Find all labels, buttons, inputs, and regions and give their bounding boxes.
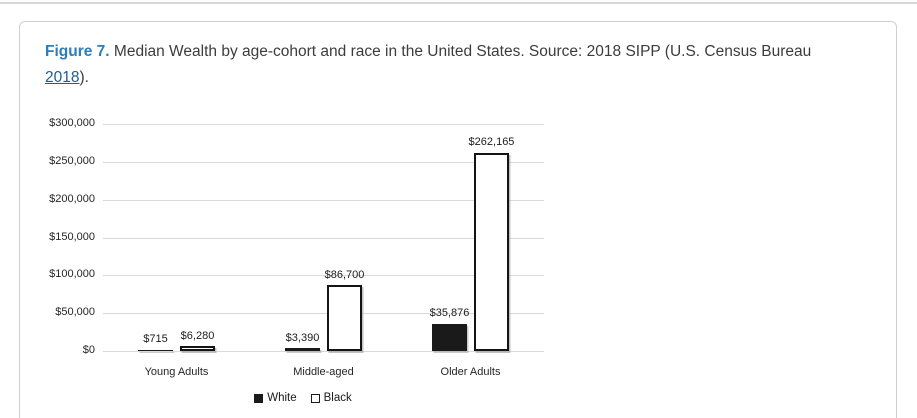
- bar-value-label-black-older-adults: $262,165: [468, 136, 515, 149]
- y-axis-tick-label: $150,000: [49, 230, 95, 243]
- gridline: [103, 275, 544, 277]
- gridline: [103, 199, 544, 201]
- gridline: [103, 351, 544, 352]
- bar-value-label-black-young-adults: $6,280: [180, 329, 215, 342]
- bar-black-young-adults: [180, 346, 215, 351]
- bar-value-label-white-older-adults: $35,876: [429, 307, 470, 320]
- legend-item-black: Black: [310, 392, 352, 404]
- page-top-divider: [0, 2, 917, 4]
- legend-swatch-white: [254, 393, 264, 403]
- gridline: [103, 161, 544, 163]
- legend-label-white: White: [267, 392, 297, 404]
- legend-swatch-black: [310, 393, 320, 403]
- figure-caption: Figure 7. Median Wealth by age-cohort an…: [45, 39, 857, 91]
- census-2018-link[interactable]: 2018: [45, 69, 80, 86]
- y-axis-tick-label: $300,000: [49, 117, 95, 129]
- bar-black-middle-aged: [327, 285, 362, 351]
- chart-legend: White Black: [103, 392, 503, 404]
- figure-number-label: Figure 7.: [45, 43, 110, 60]
- legend-item-white: White: [254, 392, 297, 404]
- bar-white-middle-aged: [285, 348, 320, 351]
- bar-value-label-white-middle-aged: $3,390: [285, 331, 320, 344]
- legend-label-black: Black: [323, 392, 352, 404]
- y-axis-tick-label: $100,000: [49, 268, 95, 281]
- bar-white-young-adults: [138, 349, 173, 351]
- y-axis-tick-label: $200,000: [49, 192, 95, 205]
- x-axis-category-label: Middle-aged: [293, 366, 354, 378]
- x-axis-category-label: Older Adults: [440, 366, 501, 378]
- bar-white-older-adults: [432, 323, 467, 351]
- gridline: [103, 313, 544, 315]
- caption-text: Median Wealth by age-cohort and race in …: [109, 43, 812, 60]
- x-axis-category-label: Young Adults: [144, 366, 209, 378]
- bar-value-label-black-middle-aged: $86,700: [324, 268, 365, 281]
- bar-value-label-white-young-adults: $715: [143, 333, 168, 346]
- gridline: [103, 124, 544, 125]
- bar-black-older-adults: [474, 152, 509, 351]
- y-axis-tick-label: $50,000: [55, 306, 95, 319]
- caption-text-end: ).: [79, 69, 89, 86]
- y-axis-tick-label: $0: [82, 344, 95, 356]
- y-axis-tick-label: $250,000: [49, 154, 95, 167]
- gridline: [103, 237, 544, 239]
